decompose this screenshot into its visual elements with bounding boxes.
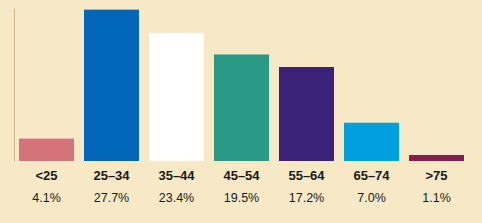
data-label: 27.7% (94, 191, 129, 205)
x-tick: >75 (425, 168, 447, 183)
x-tick: 25–34 (93, 168, 130, 183)
category-label: 35–44 (158, 168, 195, 183)
x-tick: <25 (35, 168, 57, 183)
x-tick: 35–44 (158, 168, 195, 183)
category-label: <25 (35, 168, 57, 183)
x-tick: 45–54 (223, 168, 260, 183)
category-label: 55–64 (288, 168, 325, 183)
x-axis: <25 25–34 35–44 45–54 55–64 65–74 >75 (35, 168, 447, 183)
bar (279, 67, 334, 161)
y-axis (14, 9, 15, 162)
data-label: 23.4% (159, 191, 194, 205)
category-label: 45–54 (223, 168, 260, 183)
chart: <25 25–34 35–44 45–54 55–64 65–74 >75 4.1% 27.7%… (0, 0, 482, 223)
background (0, 0, 482, 223)
data-label: 1.1% (422, 191, 451, 205)
y-axis-line (14, 9, 15, 162)
data-labels: 4.1% 27.7% 23.4% 19.5% 17.2% 7.0% 1.1% (32, 191, 451, 205)
category-label: 25–34 (93, 168, 130, 183)
bars (19, 10, 464, 161)
data-label: 19.5% (224, 191, 259, 205)
data-label: 4.1% (32, 191, 61, 205)
bar (214, 54, 269, 161)
category-label: >75 (425, 168, 447, 183)
data-label: 7.0% (357, 191, 386, 205)
x-tick: 65–74 (353, 168, 390, 183)
data-label: 17.2% (289, 191, 324, 205)
bar (409, 155, 464, 161)
bar (344, 123, 399, 161)
bar (84, 10, 139, 161)
bar (149, 33, 204, 161)
category-label: 65–74 (353, 168, 390, 183)
x-tick: 55–64 (288, 168, 325, 183)
bar (19, 139, 74, 161)
